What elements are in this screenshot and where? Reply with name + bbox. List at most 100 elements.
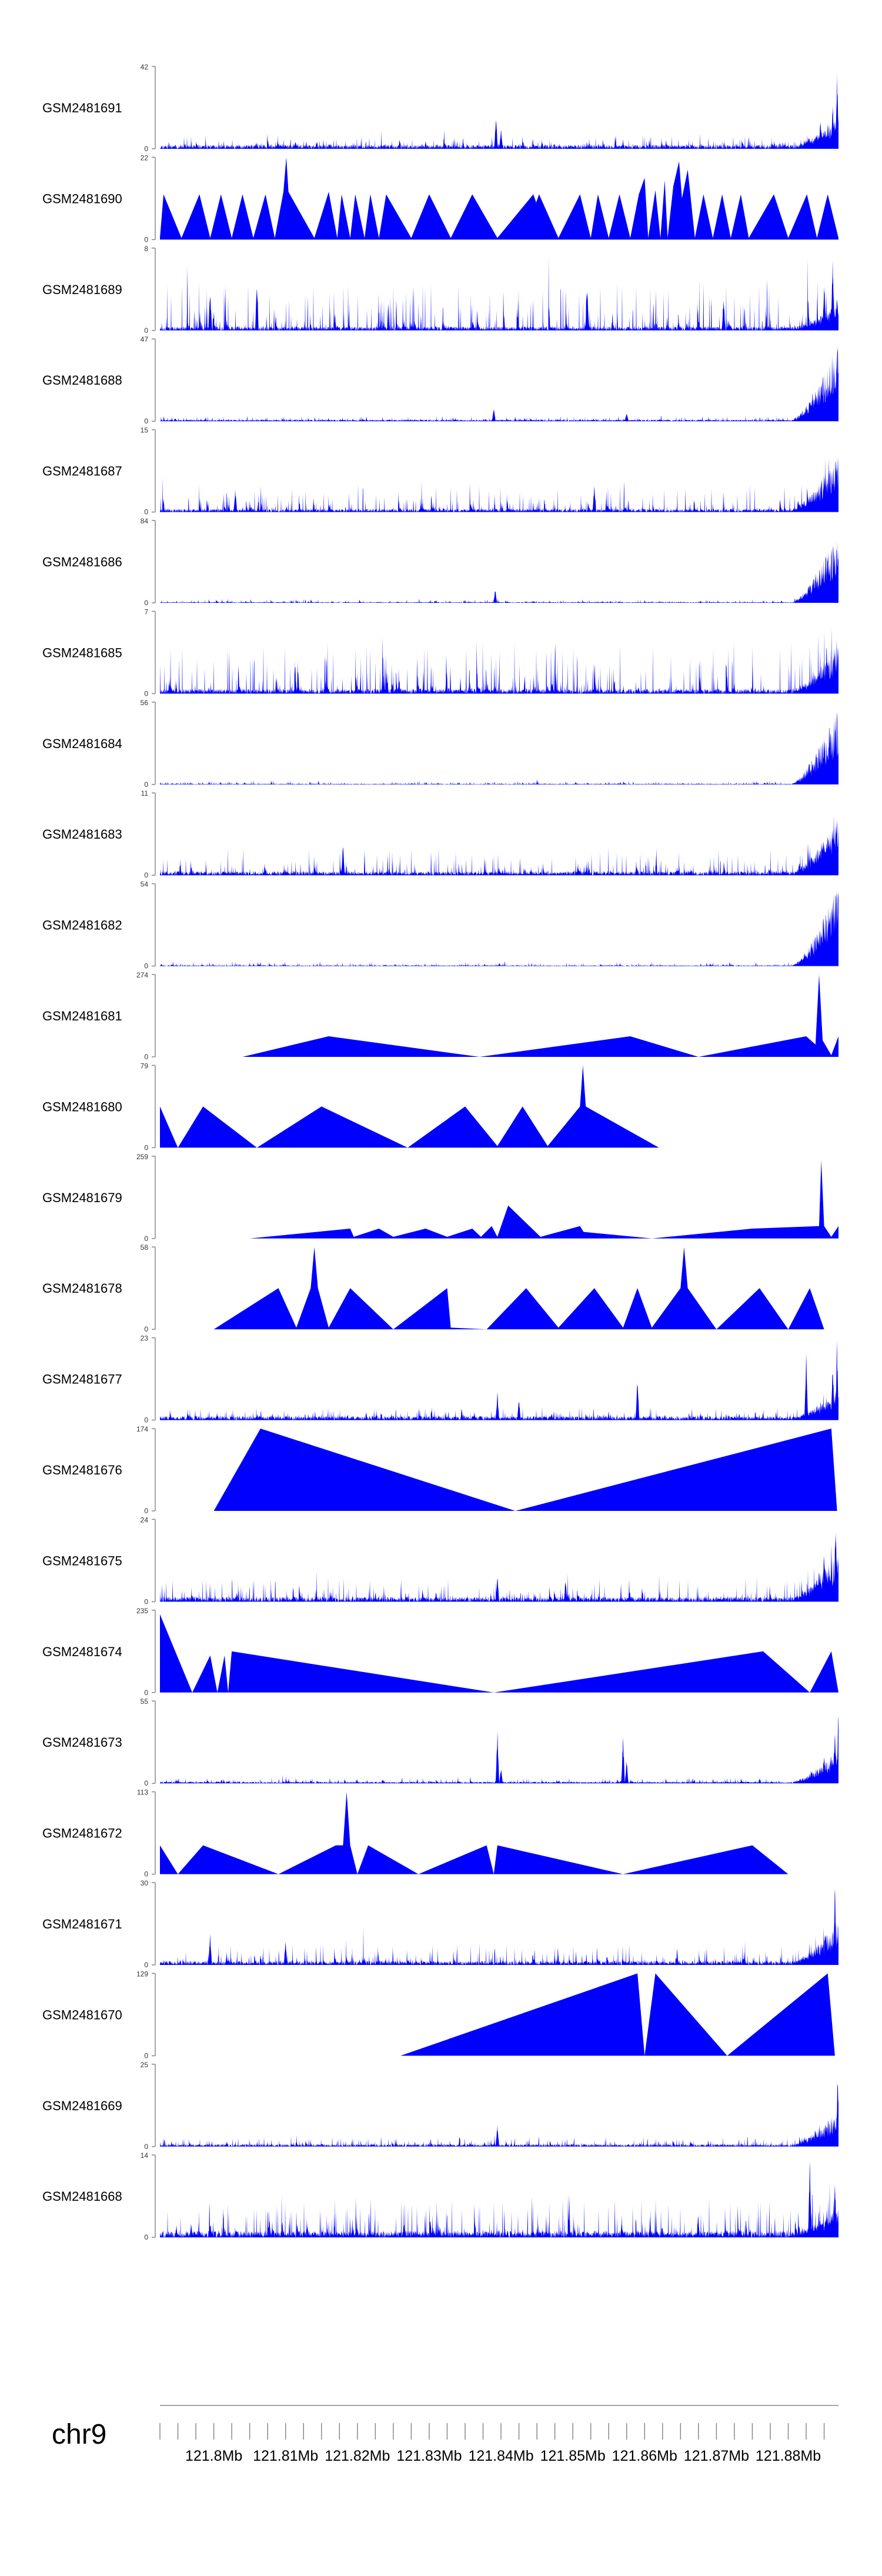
- y-axis-min-label: 0: [144, 235, 148, 243]
- y-axis-min-label: 0: [144, 599, 148, 607]
- track-label: GSM2481684: [42, 736, 122, 751]
- y-axis-max-label: 54: [141, 880, 149, 889]
- track-area: [249, 1160, 839, 1239]
- y-axis-min-label: 0: [144, 1234, 148, 1243]
- y-axis-max-label: 55: [141, 1697, 149, 1706]
- track-label: GSM2481691: [42, 101, 122, 115]
- track-area: [160, 2084, 838, 2147]
- genome-axis-tick-label: 121.86Mb: [612, 2448, 677, 2464]
- y-axis-min-label: 0: [144, 145, 148, 153]
- track-area: [160, 815, 838, 876]
- y-axis-max-label: 174: [136, 1425, 148, 1433]
- y-axis-min-label: 0: [144, 1870, 148, 1878]
- track-GSM2481689: GSM2481689 8 0: [42, 245, 838, 335]
- genome-axis-tick-label: 121.85Mb: [540, 2448, 606, 2464]
- track-area: [213, 1247, 824, 1330]
- track-label: GSM2481669: [42, 2098, 122, 2113]
- track-label: GSM2481685: [42, 645, 122, 660]
- y-axis-max-label: 113: [137, 1788, 148, 1797]
- y-axis-min-label: 0: [144, 1689, 148, 1697]
- y-axis-max-label: 79: [141, 1062, 149, 1070]
- track-GSM2481681: GSM2481681 274 0: [42, 971, 838, 1061]
- y-axis-max-label: 30: [141, 1879, 149, 1887]
- track-GSM2481672: GSM2481672 113 0: [42, 1788, 789, 1878]
- y-axis-max-label: 259: [136, 1153, 148, 1161]
- tracks-layer: GSM2481691420GSM2481690220GSM248168980GS…: [42, 63, 839, 2241]
- track-GSM2481678: GSM2481678 58 0: [42, 1243, 824, 1333]
- track-area: [160, 456, 838, 512]
- track-label: GSM2481680: [42, 1099, 122, 1114]
- track-area: [160, 1532, 838, 1602]
- chromosome-label: chr9: [52, 2419, 106, 2450]
- y-axis-min-label: 0: [144, 962, 148, 970]
- y-axis-min-label: 0: [144, 780, 148, 789]
- track-label: GSM2481675: [42, 1553, 122, 1568]
- track-label: GSM2481677: [42, 1372, 122, 1387]
- track-area: [160, 345, 838, 422]
- y-axis-min-label: 0: [144, 1053, 148, 1061]
- y-axis-max-label: 15: [141, 426, 149, 435]
- track-label: GSM2481678: [42, 1281, 122, 1296]
- track-area: [160, 1065, 659, 1148]
- genome-axis-tick-label: 121.8Mb: [185, 2448, 242, 2464]
- track-area: [160, 628, 838, 694]
- y-axis-min-label: 0: [144, 871, 148, 879]
- track-area: [242, 975, 838, 1057]
- track-area: [160, 255, 838, 331]
- track-GSM2481691: GSM2481691 42 0: [42, 63, 838, 153]
- track-label: GSM2481686: [42, 555, 122, 569]
- y-axis-max-label: 14: [141, 2151, 149, 2160]
- y-axis-min-label: 0: [144, 2143, 148, 2151]
- track-GSM2481688: GSM2481688 47 0: [42, 335, 838, 425]
- genome-axis-tick-label: 121.82Mb: [325, 2448, 390, 2464]
- genome-axis-tick-label: 121.84Mb: [468, 2448, 533, 2464]
- track-GSM2481675: GSM2481675 24 0: [42, 1516, 838, 1606]
- y-axis-max-label: 235: [136, 1607, 148, 1615]
- y-axis-max-label: 58: [141, 1243, 149, 1252]
- track-area: [160, 1614, 838, 1693]
- genome-axis-tick-label: 121.83Mb: [396, 2448, 462, 2464]
- track-GSM2481685: GSM2481685 7 0: [42, 608, 838, 698]
- track-GSM2481687: GSM2481687 15 0: [42, 426, 838, 516]
- y-axis-min-label: 0: [144, 1143, 148, 1152]
- y-axis-max-label: 274: [136, 971, 148, 979]
- track-area: [160, 157, 838, 240]
- track-GSM2481683: GSM2481683 11 0: [42, 789, 838, 879]
- track-area: [160, 2161, 838, 2238]
- y-axis-max-label: 56: [141, 699, 149, 707]
- y-axis-min-label: 0: [144, 1779, 148, 1787]
- track-GSM2481669: GSM2481669 25 0: [42, 2061, 838, 2151]
- y-axis-max-label: 8: [144, 245, 148, 253]
- track-label: GSM2481690: [42, 191, 122, 206]
- track-label: GSM2481683: [42, 827, 122, 842]
- y-axis-min-label: 0: [144, 508, 148, 516]
- track-label: GSM2481672: [42, 1826, 122, 1841]
- track-label: GSM2481687: [42, 464, 122, 479]
- genome-axis: chr9 121.8Mb 121.81Mb 121.82Mb 121.83Mb 121.…: [52, 2405, 838, 2464]
- track-label: GSM2481679: [42, 1190, 122, 1205]
- y-axis-max-label: 84: [141, 517, 149, 525]
- y-axis-min-label: 0: [144, 1961, 148, 1969]
- track-area: [160, 1341, 838, 1420]
- track-label: GSM2481689: [42, 282, 122, 297]
- y-axis-min-label: 0: [144, 689, 148, 698]
- y-axis-min-label: 0: [144, 2233, 148, 2241]
- y-axis-max-label: 7: [144, 608, 148, 616]
- y-axis-min-label: 0: [144, 2051, 148, 2060]
- track-GSM2481686: GSM2481686 84 0: [42, 517, 838, 607]
- track-GSM2481684: GSM2481684 56 0: [42, 699, 838, 789]
- track-GSM2481676: GSM2481676 174 0: [42, 1425, 837, 1515]
- genome-axis-tick-label: 121.87Mb: [684, 2448, 749, 2464]
- y-axis-min-label: 0: [144, 417, 148, 425]
- genome-axis-tick-label: 121.81Mb: [253, 2448, 318, 2464]
- y-axis-min-label: 0: [144, 1325, 148, 1333]
- track-GSM2481677: GSM2481677 23 0: [42, 1334, 838, 1424]
- track-label: GSM2481674: [42, 1644, 122, 1659]
- track-GSM2481679: GSM2481679 259 0: [42, 1153, 839, 1243]
- track-GSM2481682: GSM2481682 54 0: [42, 880, 838, 970]
- track-label: GSM2481681: [42, 1009, 122, 1023]
- y-axis-min-label: 0: [144, 1507, 148, 1515]
- track-area: [160, 1791, 789, 1874]
- track-GSM2481673: GSM2481673 55 0: [42, 1697, 838, 1787]
